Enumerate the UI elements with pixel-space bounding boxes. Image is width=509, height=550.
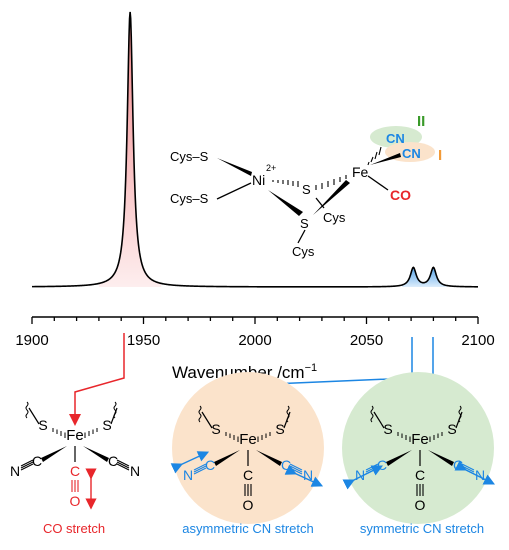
spectrum-line [32,11,478,288]
iron-atom: Fe [66,427,84,444]
ni-atom: Ni [252,172,265,188]
nitrogen-atom: N [130,463,140,479]
carbon-atom: C [281,457,291,473]
tick-label: 2050 [350,332,383,349]
vibration-arrow [284,464,324,487]
tick-label: 2000 [238,332,271,349]
bond [297,229,306,244]
sulfur-atom: S [275,421,284,437]
ni-charge: 2+ [266,163,276,173]
sulfur-atom: S [211,421,220,437]
cn-ligand-I: CN [402,146,421,161]
active-site-structure: II I Cys–S Cys–S Ni 2+ S S Cys [170,113,442,259]
co-connector [74,333,125,418]
hashed-bond [272,180,299,187]
oxygen-atom: O [243,497,254,513]
axis-ticks [31,317,479,324]
cys-s-label: Cys–S [170,149,209,164]
carbon-atom: C [415,467,425,483]
fe-atom: Fe [352,164,369,180]
ligand-label-I: I [438,147,442,164]
sulfur-atom: S [102,417,111,433]
hashed-bond [367,146,382,166]
carbon-atom: C [243,467,253,483]
sulfur-atom: S [38,417,47,433]
ligand-label-II: II [417,113,425,130]
nitrogen-atom: N [10,463,20,479]
iron-atom: Fe [411,431,429,448]
nitrogen-atom: N [183,467,193,483]
bond [315,197,325,209]
iron-atom: Fe [239,431,257,448]
cn-ligand-II: CN [386,131,405,146]
wavy-bond [25,401,29,419]
sulfur-atom: S [447,421,456,437]
carbon-atom: C [205,457,215,473]
carbon-atom: C [108,453,118,469]
vibration-arrow [170,451,210,474]
hashed-bond [315,175,347,190]
sulfur-atom: S [383,421,392,437]
x-axis: 1900 1950 2000 2050 2100 Wavenumber /cm−… [15,316,495,382]
cn-peak-fill [402,267,447,287]
wavy-bond [198,405,202,423]
spectrum [32,11,478,288]
wavy-bond [370,405,374,423]
wedge-bond [370,153,401,165]
bond [216,182,252,200]
vibration-arrow [454,460,496,485]
wedge-bond [268,190,303,216]
carbon-atom: C [32,453,42,469]
tick-label: 2100 [461,332,494,349]
oxygen-atom: O [70,493,81,509]
co-ligand: CO [390,187,411,203]
oxygen-atom: O [415,497,426,513]
vibration-arrow [342,465,384,490]
sym-cn-stretch-label: symmetric CN stretch [360,521,484,536]
asym-cn-stretch-label: asymmetric CN stretch [182,521,313,536]
bridging-s-lower: S [300,216,309,231]
carbon-atom: C [377,457,387,473]
tick-label: 1950 [127,332,160,349]
carbon-atom: C [453,457,463,473]
carbon-atom: C [70,463,80,479]
wedge-bond [217,158,252,176]
co-peak-fill [98,12,162,287]
bond [367,175,389,191]
cys-label: Cys [292,244,315,259]
tick-label: 1900 [15,332,48,349]
cys-s-label: Cys–S [170,191,209,206]
cys-label: Cys [323,210,346,225]
co-stretch-label: CO stretch [43,521,105,536]
bridging-s-upper: S [302,182,311,197]
